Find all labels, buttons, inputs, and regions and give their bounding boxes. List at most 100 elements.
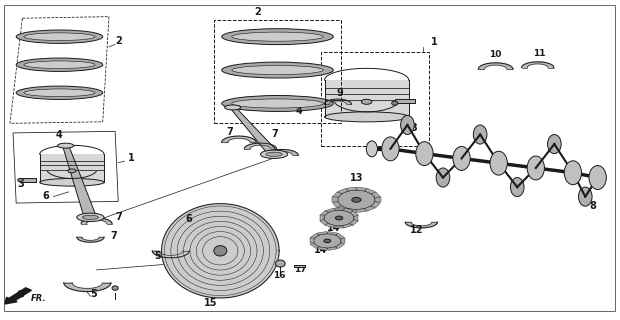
Ellipse shape <box>401 116 414 134</box>
Polygon shape <box>153 251 189 258</box>
Polygon shape <box>221 136 256 142</box>
Ellipse shape <box>58 143 74 148</box>
Polygon shape <box>162 204 279 298</box>
Ellipse shape <box>382 137 399 161</box>
Ellipse shape <box>77 213 104 221</box>
Text: 6: 6 <box>43 191 50 201</box>
Ellipse shape <box>232 66 323 75</box>
Ellipse shape <box>232 99 323 108</box>
Ellipse shape <box>361 99 372 104</box>
Ellipse shape <box>324 239 330 243</box>
Ellipse shape <box>224 105 241 110</box>
Text: 14: 14 <box>327 223 340 233</box>
Polygon shape <box>310 243 319 248</box>
Ellipse shape <box>40 179 104 186</box>
Polygon shape <box>317 231 328 235</box>
Polygon shape <box>350 211 358 216</box>
Ellipse shape <box>436 168 450 187</box>
Polygon shape <box>309 238 314 244</box>
Text: 9: 9 <box>336 88 343 98</box>
Polygon shape <box>375 197 381 202</box>
Polygon shape <box>294 265 305 267</box>
Ellipse shape <box>68 169 76 173</box>
Polygon shape <box>230 107 279 156</box>
Polygon shape <box>310 234 319 239</box>
Polygon shape <box>320 215 324 220</box>
Polygon shape <box>317 247 328 250</box>
FancyBboxPatch shape <box>40 154 104 182</box>
Ellipse shape <box>82 215 99 220</box>
Text: 13: 13 <box>350 173 363 183</box>
Polygon shape <box>335 243 345 248</box>
Polygon shape <box>350 220 358 225</box>
Ellipse shape <box>214 246 227 256</box>
Ellipse shape <box>24 89 95 97</box>
Polygon shape <box>346 209 357 212</box>
Ellipse shape <box>564 161 582 185</box>
Polygon shape <box>64 283 111 292</box>
Polygon shape <box>320 211 329 216</box>
Polygon shape <box>335 234 345 239</box>
Ellipse shape <box>16 58 103 71</box>
Ellipse shape <box>260 150 288 158</box>
Polygon shape <box>332 192 342 198</box>
Polygon shape <box>327 247 337 250</box>
Ellipse shape <box>547 134 561 154</box>
Polygon shape <box>478 63 513 69</box>
Polygon shape <box>346 187 357 191</box>
Polygon shape <box>338 190 375 209</box>
Polygon shape <box>81 218 112 224</box>
Ellipse shape <box>578 187 592 206</box>
Ellipse shape <box>416 142 433 165</box>
Bar <box>395 99 415 103</box>
Text: 10: 10 <box>489 51 502 60</box>
Text: 6: 6 <box>185 214 192 224</box>
Polygon shape <box>371 202 380 207</box>
Polygon shape <box>371 192 380 198</box>
Polygon shape <box>266 149 298 155</box>
Text: 3: 3 <box>17 179 24 189</box>
FancyBboxPatch shape <box>324 80 409 117</box>
Polygon shape <box>364 206 375 211</box>
Ellipse shape <box>352 197 361 202</box>
Polygon shape <box>244 143 277 149</box>
Text: 8: 8 <box>590 201 596 212</box>
Text: 4: 4 <box>55 130 62 140</box>
Polygon shape <box>405 222 438 228</box>
Text: 7: 7 <box>272 129 278 139</box>
Text: 17: 17 <box>294 265 306 274</box>
Ellipse shape <box>222 62 334 78</box>
Polygon shape <box>356 187 366 191</box>
Polygon shape <box>342 208 353 212</box>
Ellipse shape <box>275 260 285 267</box>
Text: 14: 14 <box>314 245 328 255</box>
Bar <box>20 179 36 182</box>
Polygon shape <box>327 231 337 235</box>
Text: 11: 11 <box>533 49 545 58</box>
Polygon shape <box>332 202 342 207</box>
Text: 1: 1 <box>128 153 135 163</box>
Polygon shape <box>77 237 104 242</box>
Polygon shape <box>324 210 354 226</box>
Ellipse shape <box>16 86 103 100</box>
Ellipse shape <box>453 147 470 170</box>
Text: 2: 2 <box>115 36 122 46</box>
Polygon shape <box>332 197 338 202</box>
Text: 16: 16 <box>273 271 285 280</box>
Text: 1: 1 <box>431 37 437 47</box>
Polygon shape <box>334 226 344 228</box>
Ellipse shape <box>490 151 507 175</box>
Polygon shape <box>356 209 366 212</box>
Polygon shape <box>325 223 336 228</box>
Ellipse shape <box>24 61 95 68</box>
Text: FR.: FR. <box>30 294 46 303</box>
Ellipse shape <box>18 179 24 182</box>
Ellipse shape <box>510 178 524 197</box>
Ellipse shape <box>589 165 606 189</box>
Polygon shape <box>63 145 97 218</box>
Text: 4: 4 <box>296 106 303 116</box>
Ellipse shape <box>392 101 398 105</box>
Polygon shape <box>314 234 341 248</box>
Polygon shape <box>324 99 352 104</box>
Ellipse shape <box>112 286 118 290</box>
